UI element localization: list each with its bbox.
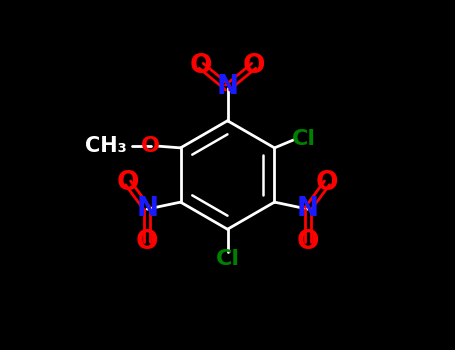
Text: O: O — [117, 170, 139, 196]
Text: O: O — [297, 229, 319, 256]
Text: CH₃: CH₃ — [85, 136, 126, 156]
Text: N: N — [217, 75, 238, 100]
Text: O: O — [136, 229, 158, 256]
Text: O: O — [243, 53, 265, 79]
Text: Cl: Cl — [292, 129, 316, 149]
Text: O: O — [190, 53, 212, 79]
Text: O: O — [141, 136, 160, 156]
Text: O: O — [316, 170, 338, 196]
Text: Cl: Cl — [216, 249, 239, 269]
Text: N: N — [297, 196, 319, 222]
Text: N: N — [136, 196, 158, 222]
